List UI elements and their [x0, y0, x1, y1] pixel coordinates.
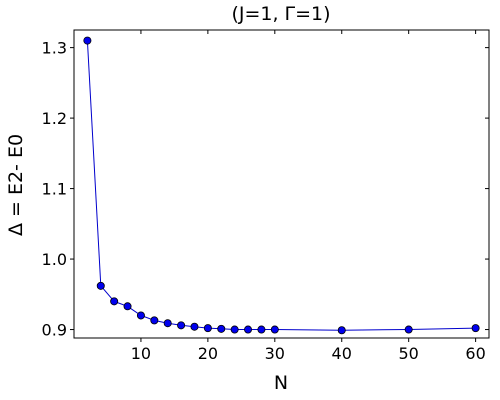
x-tick-label: 20: [198, 344, 218, 363]
x-tick-label: 50: [398, 344, 418, 363]
data-point: [136, 311, 145, 320]
data-point: [257, 325, 266, 334]
data-point: [110, 297, 119, 306]
series-group: [83, 36, 480, 335]
data-point: [404, 325, 413, 334]
axis-ticks: 10 20 30 40 50 60 0.9 1.0 1.1 1.2 1.3: [42, 30, 489, 363]
y-axis-label: Δ = E2- E0: [5, 134, 27, 236]
y-tick-label: 1.3: [42, 39, 67, 58]
data-point: [230, 325, 239, 334]
chart-title: (J=1, Γ=1): [231, 3, 330, 25]
y-tick-label: 1.0: [42, 250, 67, 269]
x-tick-label: 60: [465, 344, 485, 363]
plot-area-frame: [73, 29, 490, 339]
y-tick-label: 0.9: [42, 321, 67, 340]
data-point: [270, 325, 279, 334]
data-point: [163, 319, 172, 328]
data-point: [83, 36, 92, 45]
data-point: [177, 321, 186, 330]
data-point: [123, 302, 132, 311]
y-tick-label: 1.1: [42, 180, 67, 199]
series-line: [86, 40, 476, 331]
data-point: [203, 324, 212, 333]
data-point: [337, 326, 346, 335]
data-point: [190, 322, 199, 331]
x-tick-label: 10: [131, 344, 151, 363]
data-point: [96, 281, 105, 290]
y-tick-label: 1.2: [42, 109, 67, 128]
x-tick-label: 30: [265, 344, 285, 363]
data-point: [471, 324, 480, 333]
data-point: [244, 325, 253, 334]
x-axis-label: N: [274, 372, 288, 394]
x-tick-label: 40: [332, 344, 352, 363]
data-point: [217, 324, 226, 333]
data-point: [150, 316, 159, 325]
